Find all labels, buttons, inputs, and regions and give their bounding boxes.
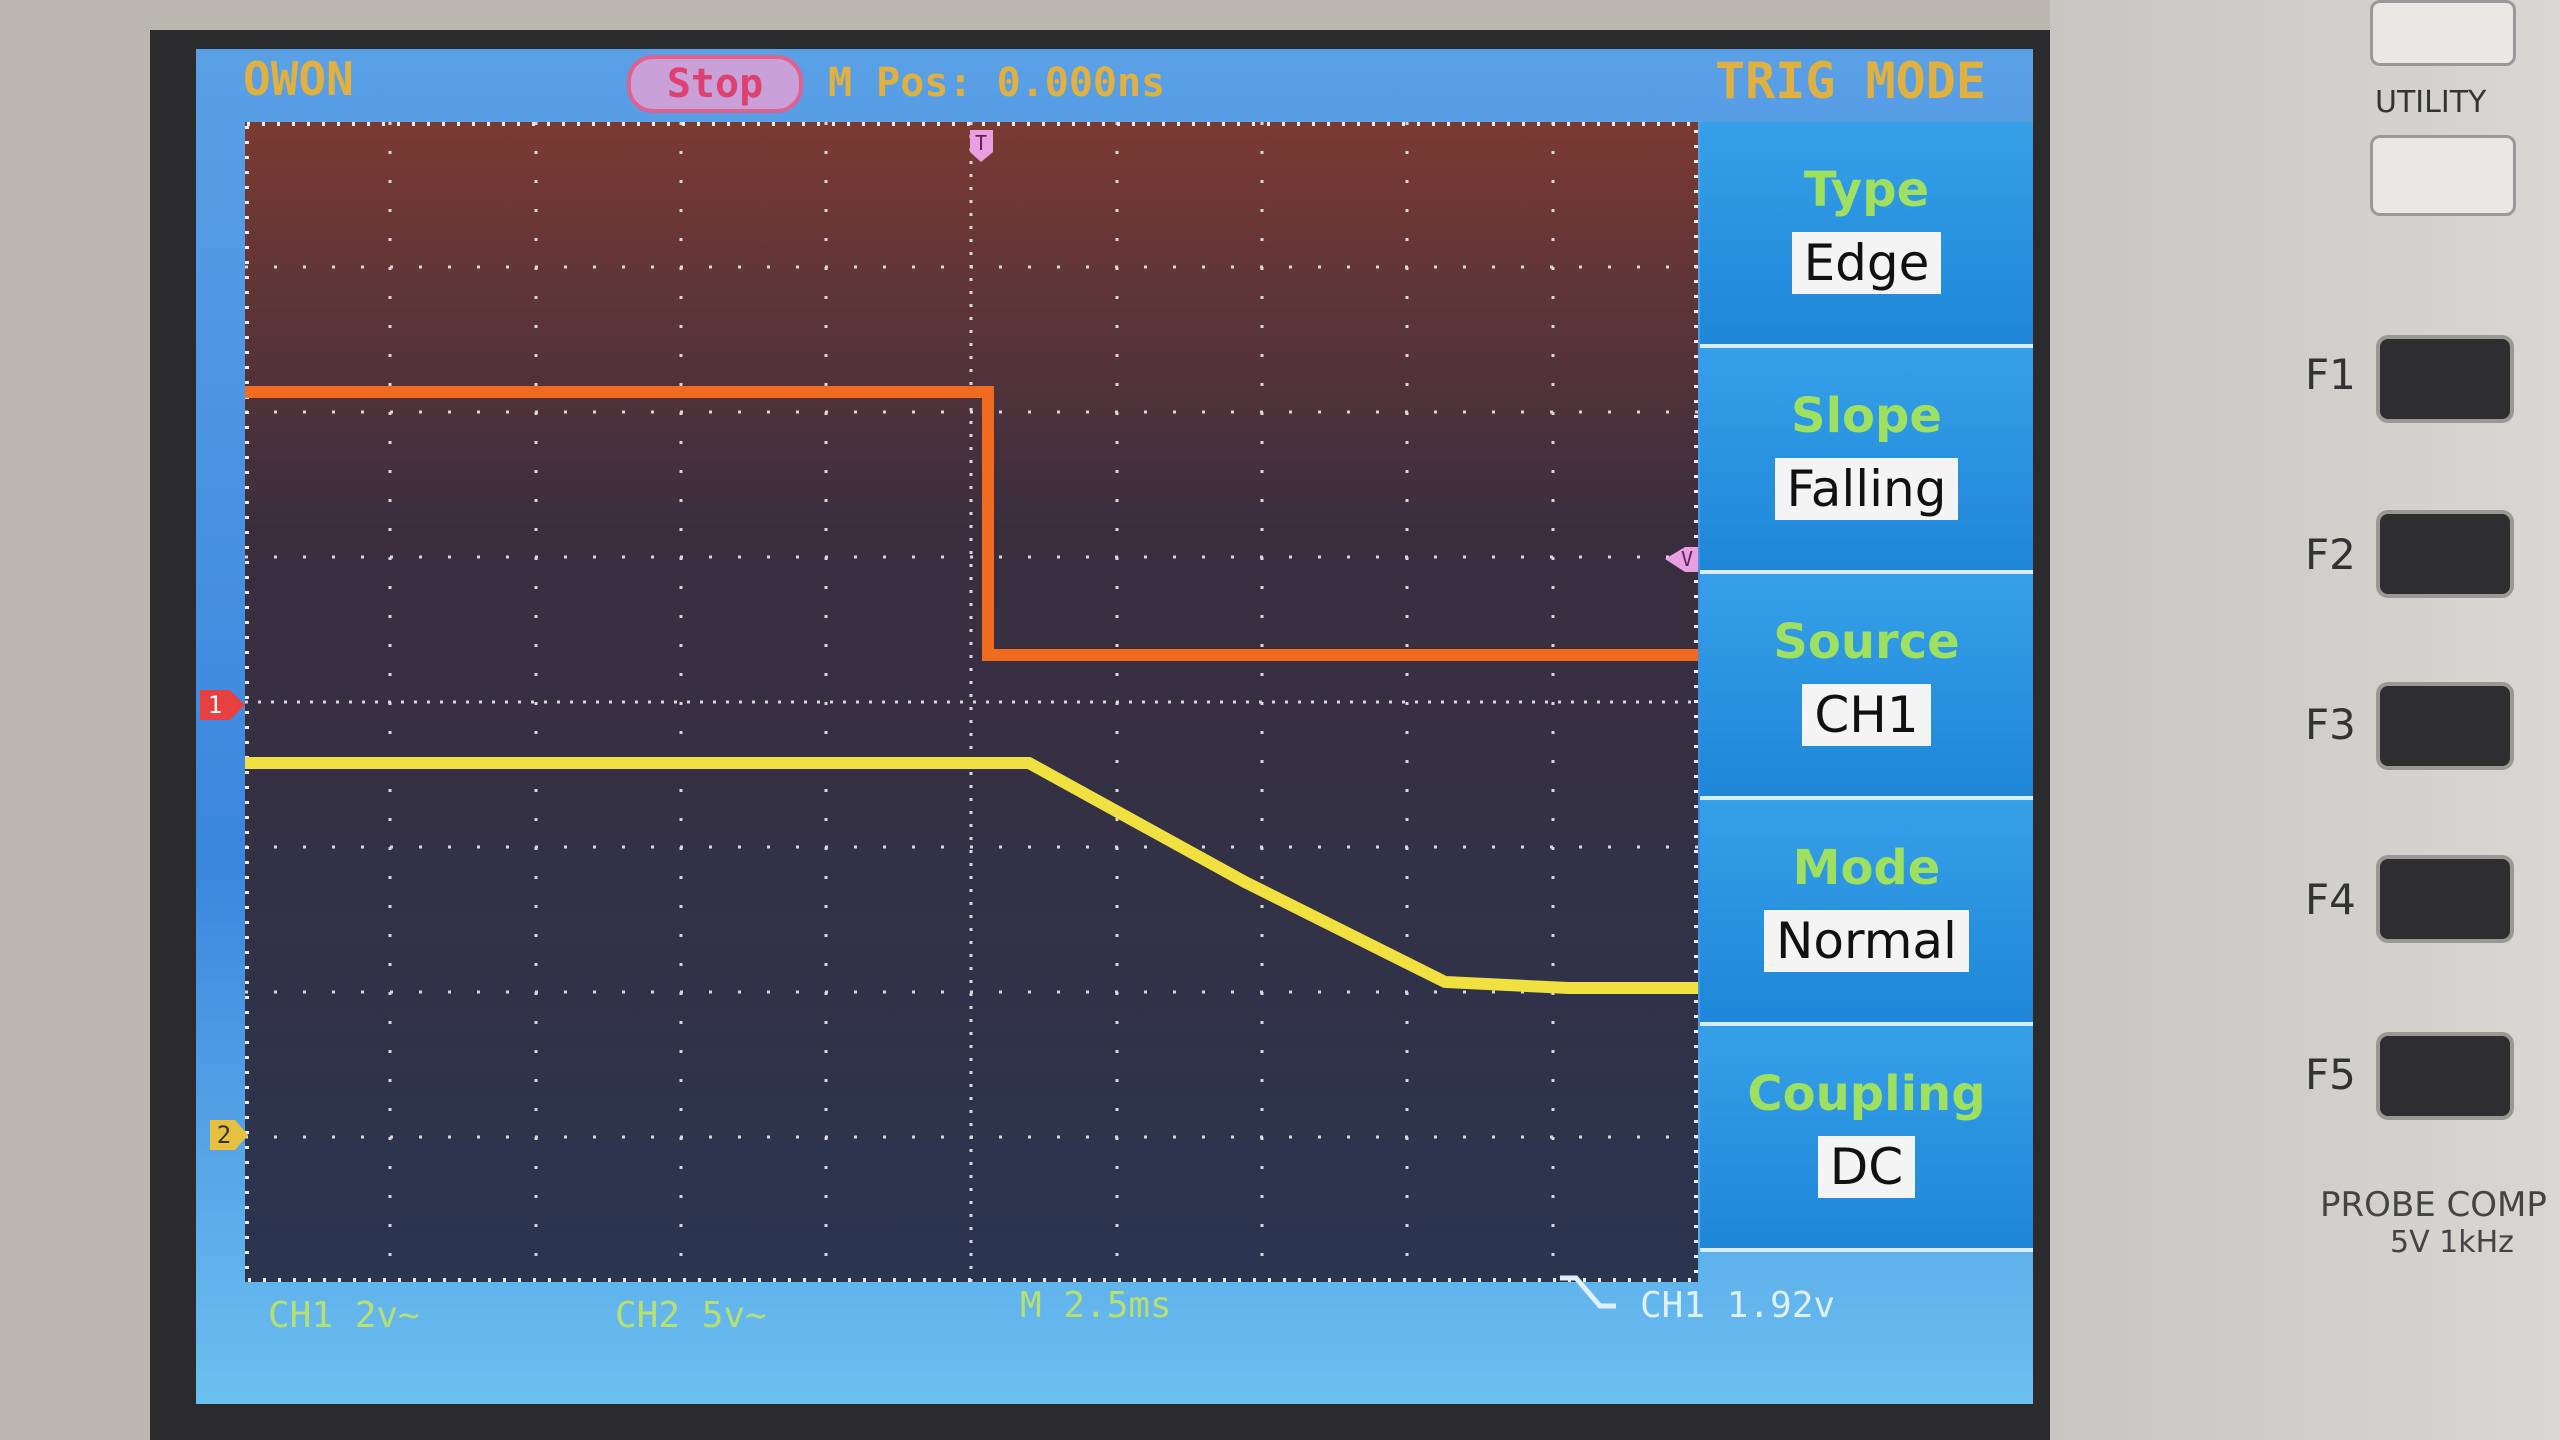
f3-button[interactable] bbox=[2376, 682, 2514, 770]
menu-label: Coupling bbox=[1747, 1066, 1986, 1122]
menu-label: Slope bbox=[1791, 388, 1942, 444]
menu-title: TRIG MODE bbox=[1715, 52, 1986, 110]
menu-item[interactable]: Source CH1 bbox=[1700, 574, 2033, 800]
falling-edge-icon bbox=[1560, 1275, 1616, 1309]
menu-value: DC bbox=[1817, 1136, 1916, 1198]
ch2-trace bbox=[245, 386, 1698, 661]
graticule-border bbox=[245, 122, 1698, 1282]
f-label: F5 bbox=[2305, 1050, 2356, 1099]
menu-value: Falling bbox=[1774, 458, 1959, 520]
button[interactable] bbox=[2370, 0, 2516, 66]
trigger-position-label: T bbox=[975, 131, 987, 155]
menu-item[interactable]: Coupling DC bbox=[1700, 1026, 2033, 1252]
trigger-level: CH1 1.92v bbox=[1640, 1285, 1836, 1326]
f4-button[interactable] bbox=[2376, 855, 2514, 943]
ch2-scale: CH2 5v~ bbox=[615, 1295, 767, 1336]
timebase: M 2.5ms bbox=[1020, 1285, 1172, 1326]
brand: OWON bbox=[243, 52, 354, 106]
trigger-position-marker bbox=[970, 130, 993, 162]
grid bbox=[245, 122, 1698, 1282]
f2-button[interactable] bbox=[2376, 510, 2514, 598]
menu-item[interactable]: Mode Normal bbox=[1700, 800, 2033, 1026]
trigger-level-label: V bbox=[1681, 547, 1693, 571]
ch1-scale: CH1 2v~ bbox=[268, 1295, 420, 1336]
probe-spec: 5V 1kHz bbox=[2390, 1225, 2514, 1260]
menu-label: Source bbox=[1773, 614, 1960, 670]
position: M Pos: 0.000ns bbox=[828, 60, 1166, 106]
menu-item[interactable]: Type Edge bbox=[1700, 122, 2033, 348]
menu-label: Mode bbox=[1792, 840, 1941, 896]
utility-button[interactable] bbox=[2370, 135, 2516, 216]
f5-button[interactable] bbox=[2376, 1032, 2514, 1120]
waveform-display: T V bbox=[245, 122, 1698, 1282]
menu-label: Type bbox=[1803, 162, 1930, 218]
ch2-marker-label: 2 bbox=[217, 1121, 231, 1149]
f1-button[interactable] bbox=[2376, 335, 2514, 423]
f-label: F2 bbox=[2305, 530, 2356, 579]
ch1-marker bbox=[200, 690, 245, 720]
menu-value: CH1 bbox=[1802, 684, 1931, 746]
menu-item[interactable]: Slope Falling bbox=[1700, 348, 2033, 574]
f-label: F4 bbox=[2305, 875, 2356, 924]
f-label: F1 bbox=[2305, 350, 2356, 399]
ch2-marker bbox=[210, 1120, 248, 1150]
menu-value: Normal bbox=[1764, 910, 1969, 972]
trigger-level-marker bbox=[1665, 547, 1698, 572]
probe-label: PROBE COMP bbox=[2320, 1185, 2547, 1225]
run-status[interactable]: Stop bbox=[627, 55, 803, 113]
utility-label: UTILITY bbox=[2375, 85, 2487, 120]
f-label: F3 bbox=[2305, 700, 2356, 749]
ch1-marker-label: 1 bbox=[208, 691, 222, 719]
ch1-trace bbox=[245, 757, 1698, 994]
channel-markers: 1 2 bbox=[200, 690, 248, 1150]
menu-value: Edge bbox=[1791, 232, 1942, 294]
